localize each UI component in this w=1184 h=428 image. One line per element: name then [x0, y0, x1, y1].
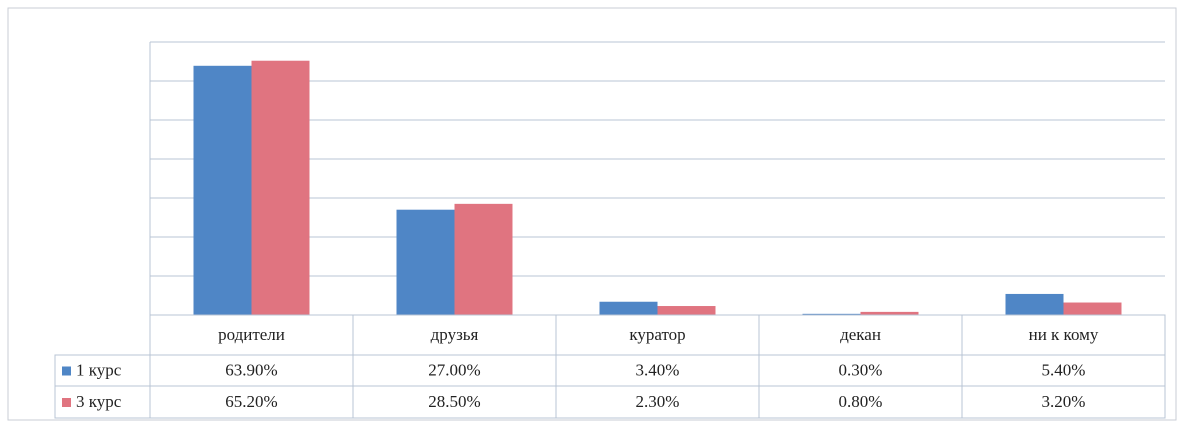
data-label: 0.80% — [839, 392, 883, 411]
table-cell — [54, 385, 1166, 419]
data-label: 65.20% — [225, 392, 277, 411]
x-tick-label: родители — [218, 325, 285, 344]
bar — [193, 65, 252, 315]
data-label: 0.30% — [839, 360, 883, 379]
bar — [599, 301, 658, 315]
data-label: 63.90% — [225, 360, 277, 379]
chart-frame — [7, 7, 1177, 421]
data-label: 2.30% — [636, 392, 680, 411]
data-label: 3.20% — [1042, 392, 1086, 411]
bar — [802, 313, 861, 315]
data-label: 5.40% — [1042, 360, 1086, 379]
legend-swatch — [62, 398, 71, 407]
data-label: 3.40% — [636, 360, 680, 379]
x-tick-label: декан — [840, 325, 881, 344]
bar — [657, 306, 716, 315]
legend-swatch — [62, 366, 71, 376]
x-tick-label: куратор — [629, 325, 685, 344]
x-tick-label: друзья — [431, 325, 479, 344]
bar — [454, 203, 513, 315]
bar — [1063, 302, 1122, 315]
bar — [860, 311, 919, 315]
legend-label: 3 курс — [76, 392, 122, 411]
data-label: 27.00% — [428, 360, 480, 379]
data-label: 28.50% — [428, 392, 480, 411]
x-tick-label: ни к кому — [1029, 325, 1099, 344]
bar — [396, 209, 455, 315]
legend-label: 1 курс — [76, 360, 122, 379]
bar — [1005, 293, 1064, 315]
bar — [251, 60, 310, 315]
